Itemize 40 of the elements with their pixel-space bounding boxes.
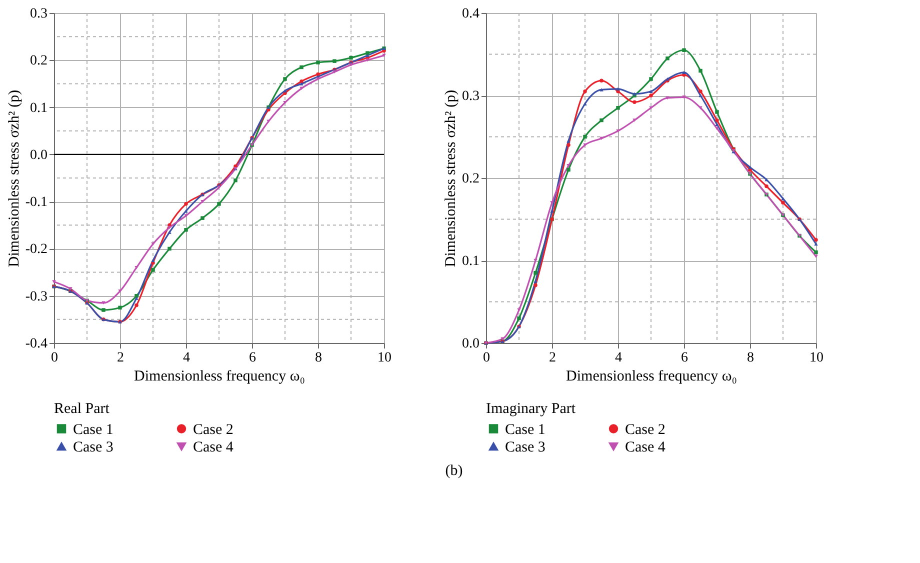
legend-title: Imaginary Part xyxy=(486,401,576,417)
y-tick-label: 0.0 xyxy=(462,336,480,352)
x-tick-label: 0 xyxy=(483,350,490,366)
legend-label: Case 1 xyxy=(73,422,114,438)
y-tick-label: -0.1 xyxy=(25,195,48,210)
y-tick-label: 0.3 xyxy=(462,89,480,104)
x-tick-label: 6 xyxy=(249,350,256,366)
x-tick-label: 2 xyxy=(117,350,124,366)
x-axis-title: Dimensionless frequency ω₀ xyxy=(566,368,737,384)
legend-label: Case 2 xyxy=(193,422,234,438)
y-tick-label: 0.2 xyxy=(30,54,48,69)
x-axis-title: Dimensionless frequency ω₀ xyxy=(134,368,305,384)
legend-label: Case 3 xyxy=(73,440,114,456)
y-tick-label: 0.1 xyxy=(30,100,48,116)
x-tick-label: 10 xyxy=(378,350,392,366)
y-axis-title: Dimensionless stress σzh² (p) xyxy=(6,90,22,268)
y-axis-title: Dimensionless stress σzh² (p) xyxy=(443,90,459,268)
text: (b) xyxy=(445,463,463,479)
y-tick-label: 0.0 xyxy=(30,148,48,163)
y-tick-label: -0.4 xyxy=(25,336,48,352)
y-tick-label: -0.2 xyxy=(25,242,48,258)
x-tick-label: 4 xyxy=(615,350,622,366)
legend-label: Case 4 xyxy=(193,440,234,456)
y-tick-label: 0.1 xyxy=(462,254,480,269)
legend-title: Real Part xyxy=(54,401,110,417)
y-tick-label: -0.3 xyxy=(25,289,48,304)
legend-label: Case 1 xyxy=(505,422,546,438)
y-tick-label: 0.4 xyxy=(462,6,480,22)
x-tick-label: 8 xyxy=(315,350,322,366)
x-tick-label: 6 xyxy=(681,350,688,366)
y-tick-label: 0.3 xyxy=(30,6,48,22)
x-tick-label: 0 xyxy=(51,350,58,366)
x-tick-label: 4 xyxy=(183,350,190,366)
legend-label: Case 2 xyxy=(625,422,666,438)
legend-label: Case 4 xyxy=(625,440,666,456)
legend-label: Case 3 xyxy=(505,440,546,456)
x-tick-label: 8 xyxy=(747,350,754,366)
x-tick-label: 10 xyxy=(810,350,824,366)
y-tick-label: 0.2 xyxy=(462,172,480,186)
x-tick-label: 2 xyxy=(549,350,556,366)
